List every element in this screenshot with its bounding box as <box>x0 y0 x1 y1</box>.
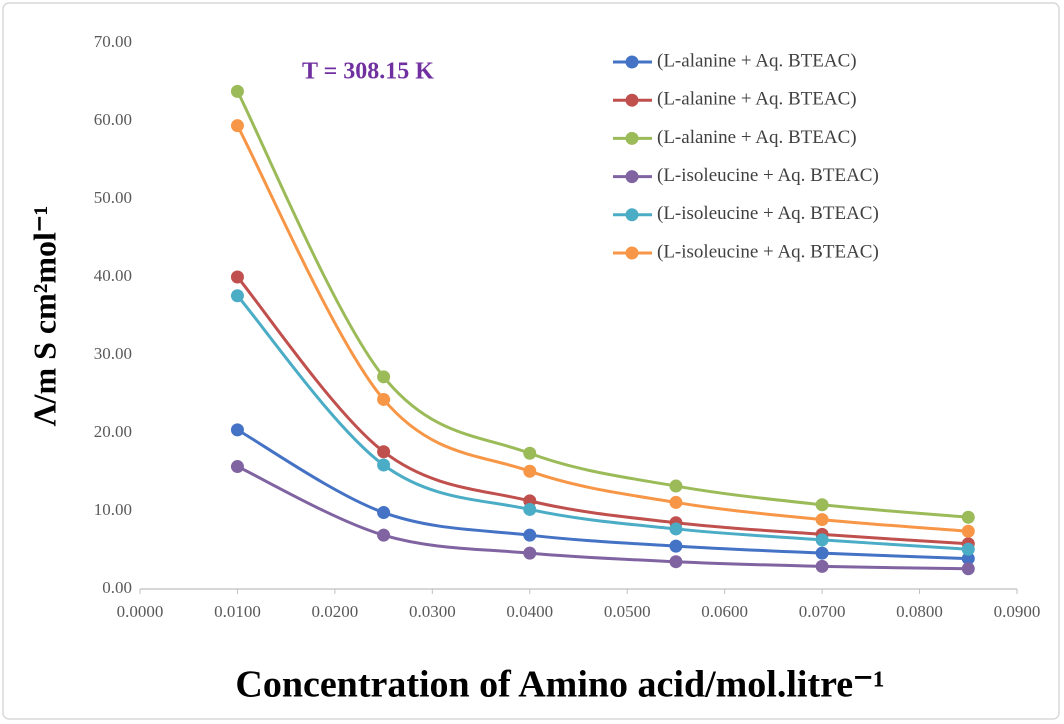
y-tick-label: 70.00 <box>94 32 132 51</box>
marker <box>961 552 975 566</box>
marker <box>523 446 537 460</box>
x-tick-label: 0.0000 <box>117 602 164 621</box>
marker <box>377 370 391 384</box>
marker <box>523 502 537 516</box>
x-tick-label: 0.0100 <box>214 602 261 621</box>
y-tick-label: 0.00 <box>102 578 132 597</box>
legend-label: (L-alanine + Aq. BTEAC) <box>657 50 857 71</box>
y-tick-label: 20.00 <box>94 422 132 441</box>
marker <box>815 533 829 547</box>
y-tick-label: 60.00 <box>94 110 132 129</box>
marker <box>377 458 391 472</box>
marker <box>815 498 829 512</box>
marker <box>377 445 391 459</box>
y-tick-label: 30.00 <box>94 344 132 363</box>
x-tick-label: 0.0300 <box>409 602 456 621</box>
series-line <box>236 428 969 561</box>
marker <box>523 464 537 478</box>
legend-marker <box>625 93 639 107</box>
marker <box>815 546 829 560</box>
legend-marker <box>625 131 639 145</box>
annotation: T = 308.15 K <box>302 59 434 85</box>
marker <box>961 510 975 524</box>
legend-label: (L-isoleucine + Aq. BTEAC) <box>657 241 879 262</box>
marker <box>961 542 975 556</box>
series-line <box>236 276 969 546</box>
marker <box>377 506 391 520</box>
legend-label: (L-alanine + Aq. BTEAC) <box>657 127 857 148</box>
legend-marker <box>625 208 639 222</box>
marker <box>815 513 829 527</box>
y-tick-label: 50.00 <box>94 188 132 207</box>
marker <box>230 84 244 98</box>
legend-marker <box>625 246 639 260</box>
marker <box>669 495 683 509</box>
legend-label: (L-isoleucine + Aq. BTEAC) <box>657 203 879 224</box>
legend-label: (L-isoleucine + Aq. BTEAC) <box>657 165 879 186</box>
series-line <box>236 294 969 551</box>
x-tick-label: 0.0800 <box>896 602 943 621</box>
y-axis-label: Λ/m S cm²mol⁻¹ <box>26 206 62 427</box>
marker <box>669 539 683 553</box>
marker <box>523 546 537 560</box>
marker <box>230 423 244 437</box>
marker <box>669 522 683 536</box>
legend-marker <box>625 55 639 69</box>
y-tick-label: 40.00 <box>94 266 132 285</box>
x-axis-label: Concentration of Amino acid/mol.litre⁻¹ <box>235 664 884 706</box>
x-tick-label: 0.0900 <box>994 602 1041 621</box>
legend-marker <box>625 170 639 184</box>
marker <box>230 119 244 133</box>
marker <box>377 392 391 406</box>
marker <box>961 524 975 538</box>
x-tick-label: 0.0700 <box>799 602 846 621</box>
marker <box>669 555 683 569</box>
legend-label: (L-alanine + Aq. BTEAC) <box>657 89 857 110</box>
marker <box>230 289 244 303</box>
x-tick-label: 0.0200 <box>312 602 359 621</box>
marker <box>230 460 244 474</box>
marker <box>669 479 683 493</box>
marker <box>377 528 391 542</box>
series-line <box>236 465 969 571</box>
marker <box>961 562 975 576</box>
marker <box>523 528 537 542</box>
y-tick-label: 10.00 <box>94 500 132 519</box>
x-tick-label: 0.0500 <box>604 602 651 621</box>
x-tick-label: 0.0400 <box>506 602 553 621</box>
x-tick-label: 0.0600 <box>701 602 748 621</box>
marker <box>815 559 829 573</box>
marker <box>230 270 244 284</box>
